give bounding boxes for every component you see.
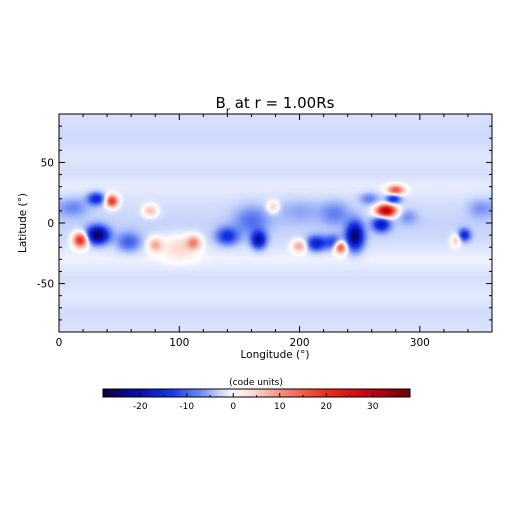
chart-title: Br at r = 1.00Rs — [216, 94, 335, 117]
plot-area: 0 100 200 300 -50 0 50 — [37, 113, 493, 349]
colorbar-tick-label: -10 — [179, 402, 194, 412]
y-tick-label: 0 — [47, 218, 54, 230]
chart-title-main: B — [216, 94, 226, 112]
chart-title-rest: at r = 1.00Rs — [230, 94, 335, 112]
y-axis-label: Latitude (°) — [17, 193, 29, 253]
colorbar-tick-label: 10 — [274, 402, 286, 412]
chart-title-subscript: r — [226, 106, 231, 117]
heatmap-image — [59, 114, 492, 332]
colorbar-tick-label: 20 — [321, 402, 333, 412]
y-tick-label: 50 — [41, 157, 54, 169]
colorbar-tick-label: 30 — [367, 402, 379, 412]
x-tick-label: 200 — [290, 337, 310, 349]
colorbar-tick-label: -20 — [133, 402, 148, 412]
colorbar: (code units) -20 -10 0 10 20 30 — [102, 378, 411, 412]
colorbar-label: (code units) — [229, 378, 283, 388]
x-axis-label: Longitude (°) — [240, 349, 309, 361]
colorbar-ticks: -20 -10 0 10 20 30 — [116, 393, 397, 412]
colorbar-gradient — [103, 389, 410, 397]
x-tick-label: 100 — [169, 337, 189, 349]
y-tick-label: -50 — [37, 279, 54, 291]
x-tick-label: 0 — [56, 337, 63, 349]
y-ticks: -50 0 50 — [37, 113, 492, 333]
colorbar-tick-label: 0 — [230, 402, 236, 412]
x-tick-label: 300 — [410, 337, 430, 349]
